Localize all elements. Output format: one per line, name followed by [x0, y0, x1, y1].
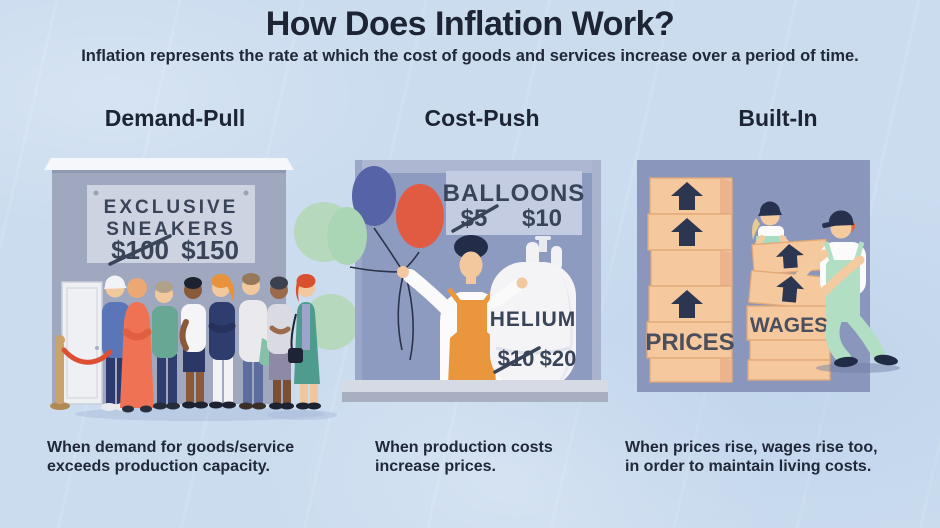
- heading-demand-pull: Demand-Pull: [104, 105, 246, 131]
- sign-label: BALLOONS: [443, 180, 586, 207]
- wages-label: WAGES: [750, 314, 828, 337]
- box-plain: [749, 339, 831, 361]
- vendor-hair: [454, 235, 488, 259]
- wages-box-stack: WAGES: [746, 238, 832, 381]
- built-in-illustration: PRICES WAGES: [637, 160, 900, 392]
- worker-man: [795, 210, 900, 373]
- person-monk: [120, 278, 154, 413]
- strikethrough-icon: [108, 234, 172, 266]
- blue-balloon: [352, 166, 396, 226]
- new-price: $150: [181, 235, 239, 265]
- box-wages-label: WAGES: [746, 305, 832, 341]
- strikethrough-icon: [451, 204, 499, 233]
- box-plain: [649, 357, 733, 383]
- screw-icon: [93, 190, 99, 196]
- ponytail: [752, 218, 760, 240]
- box-with-arrow: [748, 269, 832, 311]
- cost-push-illustration: BALLOONS $5 $10: [327, 160, 608, 402]
- prices-box-stack: PRICES: [645, 177, 735, 383]
- person-elder: [267, 276, 294, 410]
- tank-valve: [539, 238, 547, 252]
- page-title: How Does Inflation Work?: [265, 5, 675, 43]
- shoe-icon: [834, 356, 858, 368]
- customer-queue: [101, 273, 321, 413]
- up-arrow-icon: [671, 290, 703, 318]
- box-with-arrow: [649, 177, 733, 215]
- store-door: [61, 281, 103, 405]
- tank-label: HELIUM: [490, 308, 577, 331]
- screw-icon: [243, 190, 249, 196]
- sign-line2: SNEAKERS: [106, 219, 236, 240]
- box-plain: [747, 359, 831, 381]
- box-prices-label: PRICES: [645, 321, 735, 359]
- heading-built-in: Built-In: [738, 105, 818, 131]
- caption-cost-push: When production costs increase prices.: [375, 439, 553, 475]
- cap-icon: [104, 275, 127, 289]
- rope-barrier-icon: [50, 335, 113, 410]
- tank-new-price: $20: [540, 346, 577, 371]
- caption-built-in: When prices rise, wages rise too, in ord…: [625, 439, 878, 475]
- vendor-apron: [448, 300, 496, 386]
- shadow: [75, 407, 325, 421]
- ponytail: [226, 280, 235, 302]
- strikethrough-icon: [493, 346, 541, 374]
- balloons-price-sign: BALLOONS $5 $10: [443, 171, 586, 235]
- person-redhead: [288, 274, 321, 410]
- heading-cost-push: Cost-Push: [424, 105, 540, 131]
- box-plain: [650, 249, 733, 287]
- booth-counter: [342, 380, 608, 402]
- caption-demand-pull: When demand for goods/service exceeds pr…: [47, 439, 295, 475]
- sign-line1: EXCLUSIVE: [104, 197, 239, 218]
- cap-icon: [758, 201, 782, 216]
- prices-label: PRICES: [645, 329, 734, 356]
- box-with-arrow: [647, 213, 733, 251]
- sneakers-price-sign: EXCLUSIVE SNEAKERS $100 $150: [87, 185, 255, 266]
- vendor-arm: [489, 277, 528, 308]
- person-ponytail: [208, 274, 236, 409]
- green-balloon: [327, 207, 367, 265]
- store-awning: [44, 158, 294, 170]
- shadow: [267, 410, 337, 420]
- balloons-icon: [327, 166, 444, 361]
- person-white-shirt: [179, 277, 208, 409]
- up-arrow-icon: [776, 276, 805, 303]
- up-arrow-icon: [671, 218, 703, 246]
- page-subtitle: Inflation represents the rate at which t…: [81, 47, 859, 65]
- demand-pull-illustration: EXCLUSIVE SNEAKERS $100 $150: [44, 158, 359, 421]
- person-teal-shirt: [152, 281, 180, 410]
- overalls: [826, 260, 860, 322]
- box-with-arrow: [648, 285, 733, 323]
- balloon-vendor: [397, 235, 502, 386]
- up-arrow-icon: [671, 182, 703, 210]
- red-balloon: [396, 184, 444, 248]
- new-price: $10: [522, 205, 562, 232]
- handbag-icon: [288, 348, 303, 363]
- shoe-icon: [874, 354, 898, 366]
- up-arrow-icon: [775, 244, 804, 269]
